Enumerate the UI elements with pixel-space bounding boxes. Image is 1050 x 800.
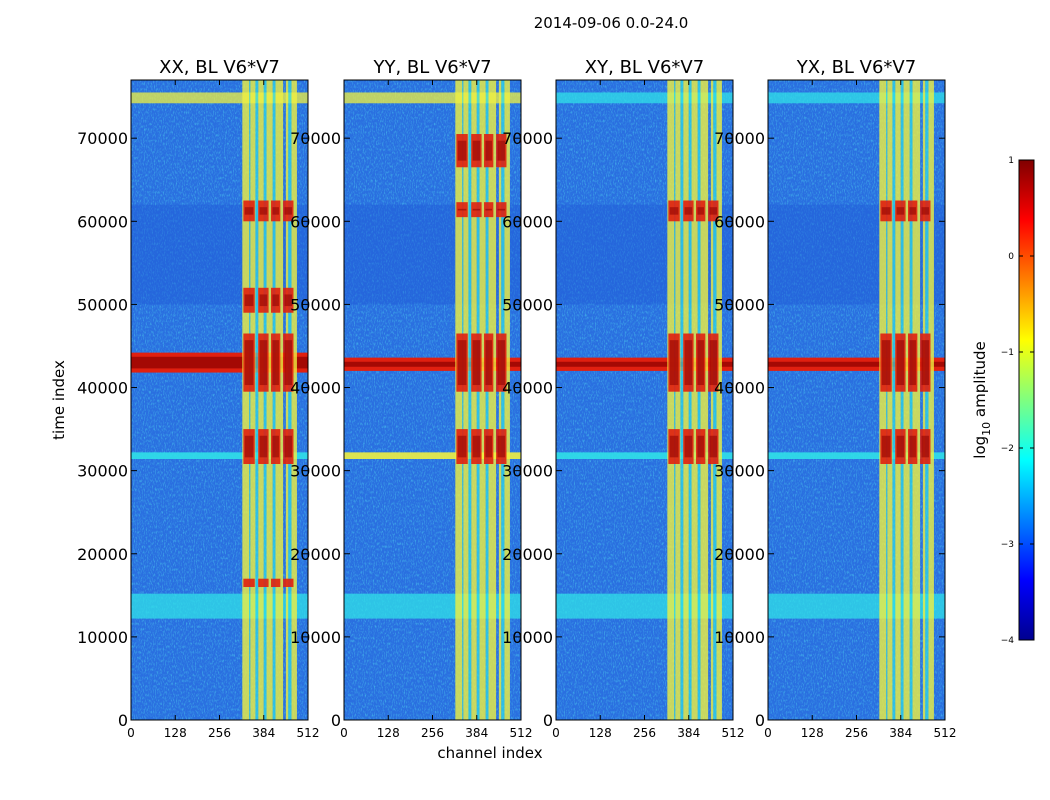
y-tick-label: 50000 [502,295,553,314]
figure-title: 2014-09-06 0.0-24.0 [534,14,689,32]
x-tick-label: 384 [465,726,488,740]
y-tick-label: 0 [543,711,553,730]
y-tick-label: 40000 [502,379,553,398]
colorbar: 1 0 −1 −2 −3 −4 log10 amplitude [971,156,1035,646]
y-tick-label: 0 [118,711,128,730]
y-tick-label: 20000 [502,545,553,564]
panel-1: YY, BL V6*V7 0 128 256 384 512 0 10000 20000 3000… [290,57,532,740]
y-tick-label: 30000 [502,462,553,481]
y-tick-label: 10000 [714,628,765,647]
heatmap-image [768,80,945,720]
heatmap-image [556,80,733,720]
y-tick-label: 70000 [714,129,765,148]
y-tick-label: 60000 [714,212,765,231]
x-tick-label: 512 [297,726,320,740]
y-tick-label: 50000 [290,295,341,314]
x-tick-label: 128 [164,726,187,740]
y-tick-label: 50000 [714,295,765,314]
x-tick-label: 128 [377,726,400,740]
colorbar-tick-label: −2 [1001,444,1014,454]
y-tick-label: 30000 [77,462,128,481]
y-tick-label: 50000 [77,295,128,314]
colorbar-tick-label: −4 [1001,636,1015,646]
y-tick-label: 40000 [290,379,341,398]
colorbar-tick-label: −3 [1001,540,1014,550]
x-tick-label: 0 [340,726,348,740]
y-tick-label: 60000 [290,212,341,231]
x-tick-label: 512 [934,726,957,740]
panel-3: YX, BL V6*V7 0 128 256 384 512 0 10000 20000 3000… [714,57,956,740]
x-tick-label: 128 [801,726,824,740]
y-tick-label: 0 [755,711,765,730]
panel-title: XX, BL V6*V7 [159,57,280,78]
x-tick-label: 512 [510,726,533,740]
y-tick-label: 10000 [77,628,128,647]
colorbar-tick-label: 0 [1008,252,1014,262]
colorbar-tick-label: 1 [1008,156,1014,166]
x-tick-label: 0 [127,726,135,740]
y-tick-label: 40000 [77,379,128,398]
x-axis-label: channel index [437,744,542,762]
x-tick-label: 256 [845,726,868,740]
x-tick-label: 512 [722,726,745,740]
colorbar-gradient [1018,159,1035,641]
panels: XX, BL V6*V7 0 128 256 384 512 0 10000 20000 3000… [77,57,956,740]
y-tick-label: 70000 [77,129,128,148]
y-tick-label: 30000 [290,462,341,481]
x-tick-label: 384 [252,726,275,740]
panel-title: XY, BL V6*V7 [585,57,704,78]
x-tick-label: 256 [421,726,444,740]
panel-0: XX, BL V6*V7 0 128 256 384 512 0 10000 20000 3000… [77,57,319,740]
heatmap-image [131,80,308,720]
colorbar-tick-label: −1 [1001,348,1014,358]
y-tick-label: 20000 [714,545,765,564]
x-tick-label: 256 [208,726,231,740]
y-tick-label: 20000 [77,545,128,564]
colorbar-label: log10 amplitude [971,341,993,458]
y-tick-label: 60000 [77,212,128,231]
x-tick-label: 384 [889,726,912,740]
x-tick-label: 128 [589,726,612,740]
y-axis-label: time index [50,360,68,440]
x-tick-label: 256 [633,726,656,740]
y-tick-label: 40000 [714,379,765,398]
panel-2: XY, BL V6*V7 0 128 256 384 512 0 10000 20000 3000… [502,57,744,740]
panel-title: YX, BL V6*V7 [796,57,916,78]
x-tick-label: 0 [764,726,772,740]
y-tick-label: 30000 [714,462,765,481]
heatmap-image [344,80,521,720]
x-tick-label: 0 [552,726,560,740]
y-tick-label: 70000 [290,129,341,148]
y-tick-label: 60000 [502,212,553,231]
y-tick-label: 0 [331,711,341,730]
x-tick-label: 384 [677,726,700,740]
panel-title: YY, BL V6*V7 [372,57,491,78]
y-tick-label: 70000 [502,129,553,148]
y-tick-label: 20000 [290,545,341,564]
y-tick-label: 10000 [502,628,553,647]
y-tick-label: 10000 [290,628,341,647]
